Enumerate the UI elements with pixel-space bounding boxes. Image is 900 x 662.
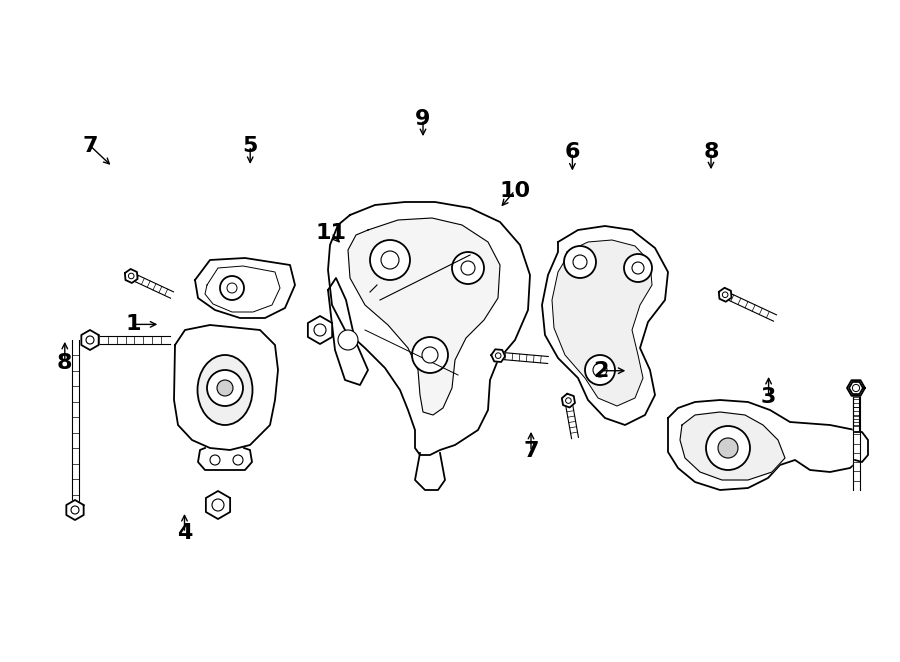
Circle shape	[227, 283, 237, 293]
Polygon shape	[71, 340, 78, 510]
Circle shape	[718, 438, 738, 458]
Text: 9: 9	[415, 109, 431, 129]
Circle shape	[624, 254, 652, 282]
Text: 11: 11	[316, 223, 346, 243]
Circle shape	[233, 455, 243, 465]
Polygon shape	[847, 380, 865, 396]
Circle shape	[314, 324, 326, 336]
Circle shape	[212, 499, 224, 511]
Polygon shape	[680, 412, 785, 480]
Polygon shape	[565, 400, 579, 439]
Polygon shape	[198, 448, 252, 470]
Text: 3: 3	[760, 387, 777, 407]
Circle shape	[564, 246, 596, 278]
Polygon shape	[206, 491, 230, 519]
Polygon shape	[125, 269, 138, 283]
Circle shape	[852, 385, 860, 392]
Circle shape	[853, 385, 859, 391]
Text: 10: 10	[500, 181, 530, 201]
Text: 7: 7	[523, 442, 539, 461]
Polygon shape	[855, 432, 868, 462]
Polygon shape	[849, 382, 863, 394]
Polygon shape	[174, 325, 278, 450]
Circle shape	[585, 355, 615, 385]
Circle shape	[706, 426, 750, 470]
Circle shape	[452, 252, 484, 284]
Text: 2: 2	[593, 361, 609, 381]
Circle shape	[370, 240, 410, 280]
Polygon shape	[81, 330, 99, 350]
Circle shape	[86, 336, 94, 344]
Circle shape	[338, 330, 358, 350]
Polygon shape	[542, 226, 668, 425]
Polygon shape	[852, 388, 860, 490]
Polygon shape	[562, 394, 575, 408]
Polygon shape	[328, 278, 368, 385]
Text: 7: 7	[82, 136, 98, 156]
Circle shape	[593, 363, 607, 377]
Text: 8: 8	[703, 142, 719, 162]
Ellipse shape	[197, 355, 253, 425]
Polygon shape	[719, 288, 732, 302]
Polygon shape	[328, 202, 530, 455]
Polygon shape	[491, 350, 505, 362]
Polygon shape	[498, 352, 548, 363]
Polygon shape	[724, 291, 777, 321]
Polygon shape	[668, 400, 865, 490]
Circle shape	[461, 261, 475, 275]
Polygon shape	[415, 453, 445, 490]
Circle shape	[220, 276, 244, 300]
Text: 4: 4	[176, 523, 193, 543]
Circle shape	[412, 337, 448, 373]
Polygon shape	[552, 240, 652, 406]
Text: 8: 8	[57, 353, 73, 373]
Circle shape	[210, 455, 220, 465]
Text: 6: 6	[564, 142, 580, 162]
Polygon shape	[67, 500, 84, 520]
Circle shape	[381, 251, 399, 269]
Circle shape	[632, 262, 644, 274]
Polygon shape	[348, 218, 500, 415]
Circle shape	[565, 398, 572, 403]
Circle shape	[495, 353, 501, 358]
Circle shape	[217, 380, 233, 396]
Circle shape	[129, 273, 134, 279]
Circle shape	[723, 292, 728, 297]
Text: 1: 1	[125, 314, 141, 334]
Polygon shape	[130, 273, 174, 298]
Polygon shape	[853, 388, 859, 430]
Polygon shape	[308, 316, 332, 344]
Circle shape	[422, 347, 438, 363]
Circle shape	[71, 506, 79, 514]
Text: 5: 5	[242, 136, 258, 156]
Circle shape	[573, 255, 587, 269]
Circle shape	[207, 370, 243, 406]
Polygon shape	[90, 336, 170, 344]
Polygon shape	[195, 258, 295, 318]
